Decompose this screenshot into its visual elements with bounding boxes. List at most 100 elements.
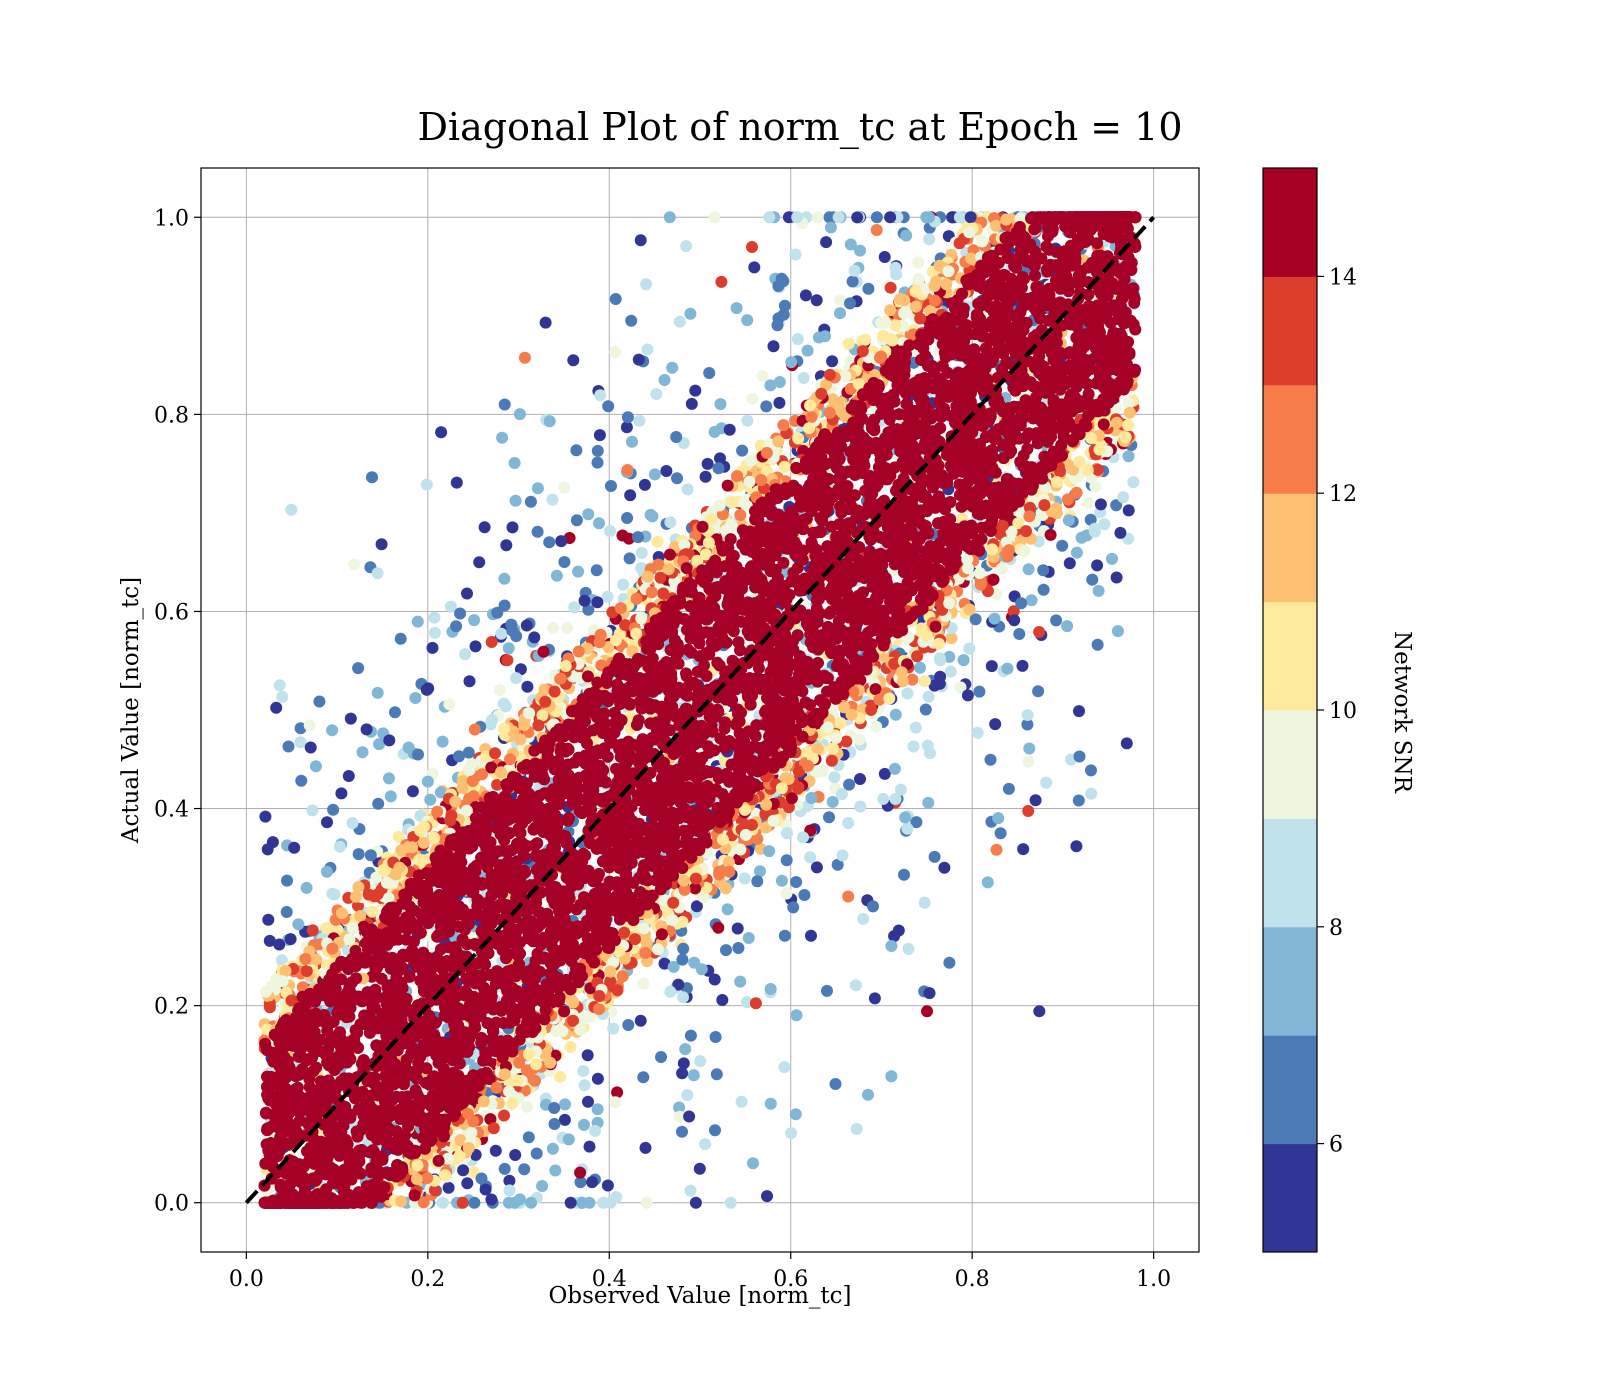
scatter-point-outlier — [306, 804, 319, 817]
scatter-point-outlier — [699, 470, 712, 483]
scatter-point-outlier — [604, 525, 616, 538]
scatter-point-halo — [666, 914, 679, 926]
scatter-point-outlier — [834, 294, 847, 307]
scatter-point-outlier — [660, 465, 673, 477]
scatter-point-outlier — [1110, 499, 1123, 512]
scatter-point-outlier — [360, 723, 373, 736]
scatter-point-outlier — [892, 924, 905, 937]
scatter-point-outlier — [901, 822, 914, 835]
scatter-point-outlier — [562, 1133, 575, 1146]
scatter-point-halo — [395, 1195, 408, 1208]
scatter-point-outlier — [1070, 546, 1083, 559]
scatter-point-halo — [611, 984, 624, 997]
scatter-point-outlier — [623, 552, 636, 565]
scatter-point-outlier — [677, 991, 689, 1004]
scatter-point-outlier — [791, 333, 804, 345]
scatter-point-outlier — [1117, 491, 1130, 504]
scatter-point-outlier — [1021, 718, 1034, 731]
scatter-point-halo — [609, 634, 622, 647]
scatter-point-outlier — [1082, 497, 1095, 509]
scatter-point-halo — [654, 571, 667, 584]
scatter-point-halo — [467, 790, 480, 803]
scatter-point-outlier — [703, 367, 716, 379]
scatter-point-halo — [777, 419, 790, 432]
scatter-point-outlier — [547, 621, 560, 634]
scatter-point-halo — [869, 683, 882, 696]
scatter-point-outlier — [884, 211, 897, 224]
scatter-point-outlier — [922, 796, 935, 809]
scatter-point-halo — [572, 645, 585, 658]
scatter-point-outlier — [497, 697, 510, 710]
scatter-point-outlier — [898, 868, 910, 881]
scatter-point-outlier — [530, 1147, 543, 1160]
scatter-point-outlier — [684, 307, 697, 320]
scatter-point-outlier — [922, 690, 935, 703]
scatter-point-halo — [593, 990, 606, 1002]
scatter-point-outlier — [607, 1022, 620, 1035]
scatter-point-outlier — [1073, 750, 1086, 763]
scatter-point-outlier — [943, 650, 956, 663]
scatter-point-outlier — [714, 398, 727, 411]
scatter-point-outlier — [421, 775, 434, 788]
scatter-point-halo — [511, 1074, 524, 1087]
scatter-point-outlier — [1086, 573, 1099, 586]
scatter-point-outlier — [943, 956, 956, 969]
scatter-point-outlier — [842, 817, 855, 829]
scatter-point-outlier — [842, 337, 855, 350]
scatter-point-halo — [639, 947, 652, 959]
scatter-point-halo — [504, 753, 516, 766]
scatter-point-outlier — [1050, 614, 1063, 627]
scatter-point-halo — [831, 398, 844, 411]
scatter-point-outlier — [1122, 504, 1135, 517]
scatter-point-outlier — [605, 480, 617, 492]
scatter-point-outlier — [555, 535, 568, 548]
scatter-point-outlier — [422, 682, 435, 695]
scatter-point-outlier — [412, 748, 424, 761]
scatter-point-outlier — [501, 654, 514, 667]
scatter-point-halo — [465, 1126, 478, 1139]
scatter-point-outlier — [1091, 638, 1104, 651]
scatter-point-halo — [734, 509, 747, 521]
scatter-point-outlier — [782, 211, 795, 224]
scatter-point-halo — [1122, 419, 1134, 432]
scatter-point-outlier — [582, 508, 595, 521]
scatter-point-halo — [449, 795, 462, 808]
scatter-point-halo — [990, 219, 1003, 232]
scatter-point-outlier — [708, 211, 721, 224]
scatter-point-halo — [530, 1058, 543, 1071]
scatter-point-outlier — [710, 1068, 723, 1081]
scatter-point-halo — [778, 460, 791, 473]
scatter-point-outlier — [372, 797, 385, 810]
scatter-point-outlier — [326, 724, 339, 737]
scatter-point-outlier — [695, 963, 708, 976]
scatter-point-outlier — [923, 987, 936, 1000]
scatter-point-outlier — [294, 736, 307, 749]
scatter-point-outlier — [724, 1196, 737, 1209]
scatter-point-outlier — [309, 760, 322, 773]
scatter-point-halo — [263, 1001, 276, 1014]
scatter-point-outlier — [570, 514, 583, 527]
scatter-point-outlier — [778, 299, 791, 312]
scatter-point-halo — [320, 922, 333, 935]
scatter-point-outlier — [964, 211, 977, 224]
scatter-point-outlier — [462, 746, 475, 759]
scatter-point-outlier — [537, 645, 550, 658]
scatter-point-outlier — [902, 943, 915, 955]
scatter-point-outlier — [754, 865, 766, 878]
scatter-point-outlier — [747, 1157, 759, 1170]
scatter-point-outlier — [1063, 557, 1076, 570]
scatter-point-outlier — [1040, 776, 1053, 789]
scatter-point-halo — [823, 368, 836, 381]
scatter-point-halo — [574, 1023, 587, 1036]
scatter-point-halo — [801, 759, 814, 772]
scatter-point-outlier — [701, 457, 714, 470]
scatter-point-halo — [995, 562, 1008, 575]
scatter-point-outlier — [981, 876, 994, 889]
scatter-point-outlier — [491, 606, 504, 619]
scatter-point-outlier — [689, 384, 702, 397]
scatter-point-outlier — [609, 346, 622, 359]
scatter-point-outlier — [508, 457, 521, 469]
scatter-point-outlier — [591, 596, 604, 609]
scatter-point-outlier — [303, 719, 316, 732]
scatter-point-outlier — [658, 957, 671, 970]
